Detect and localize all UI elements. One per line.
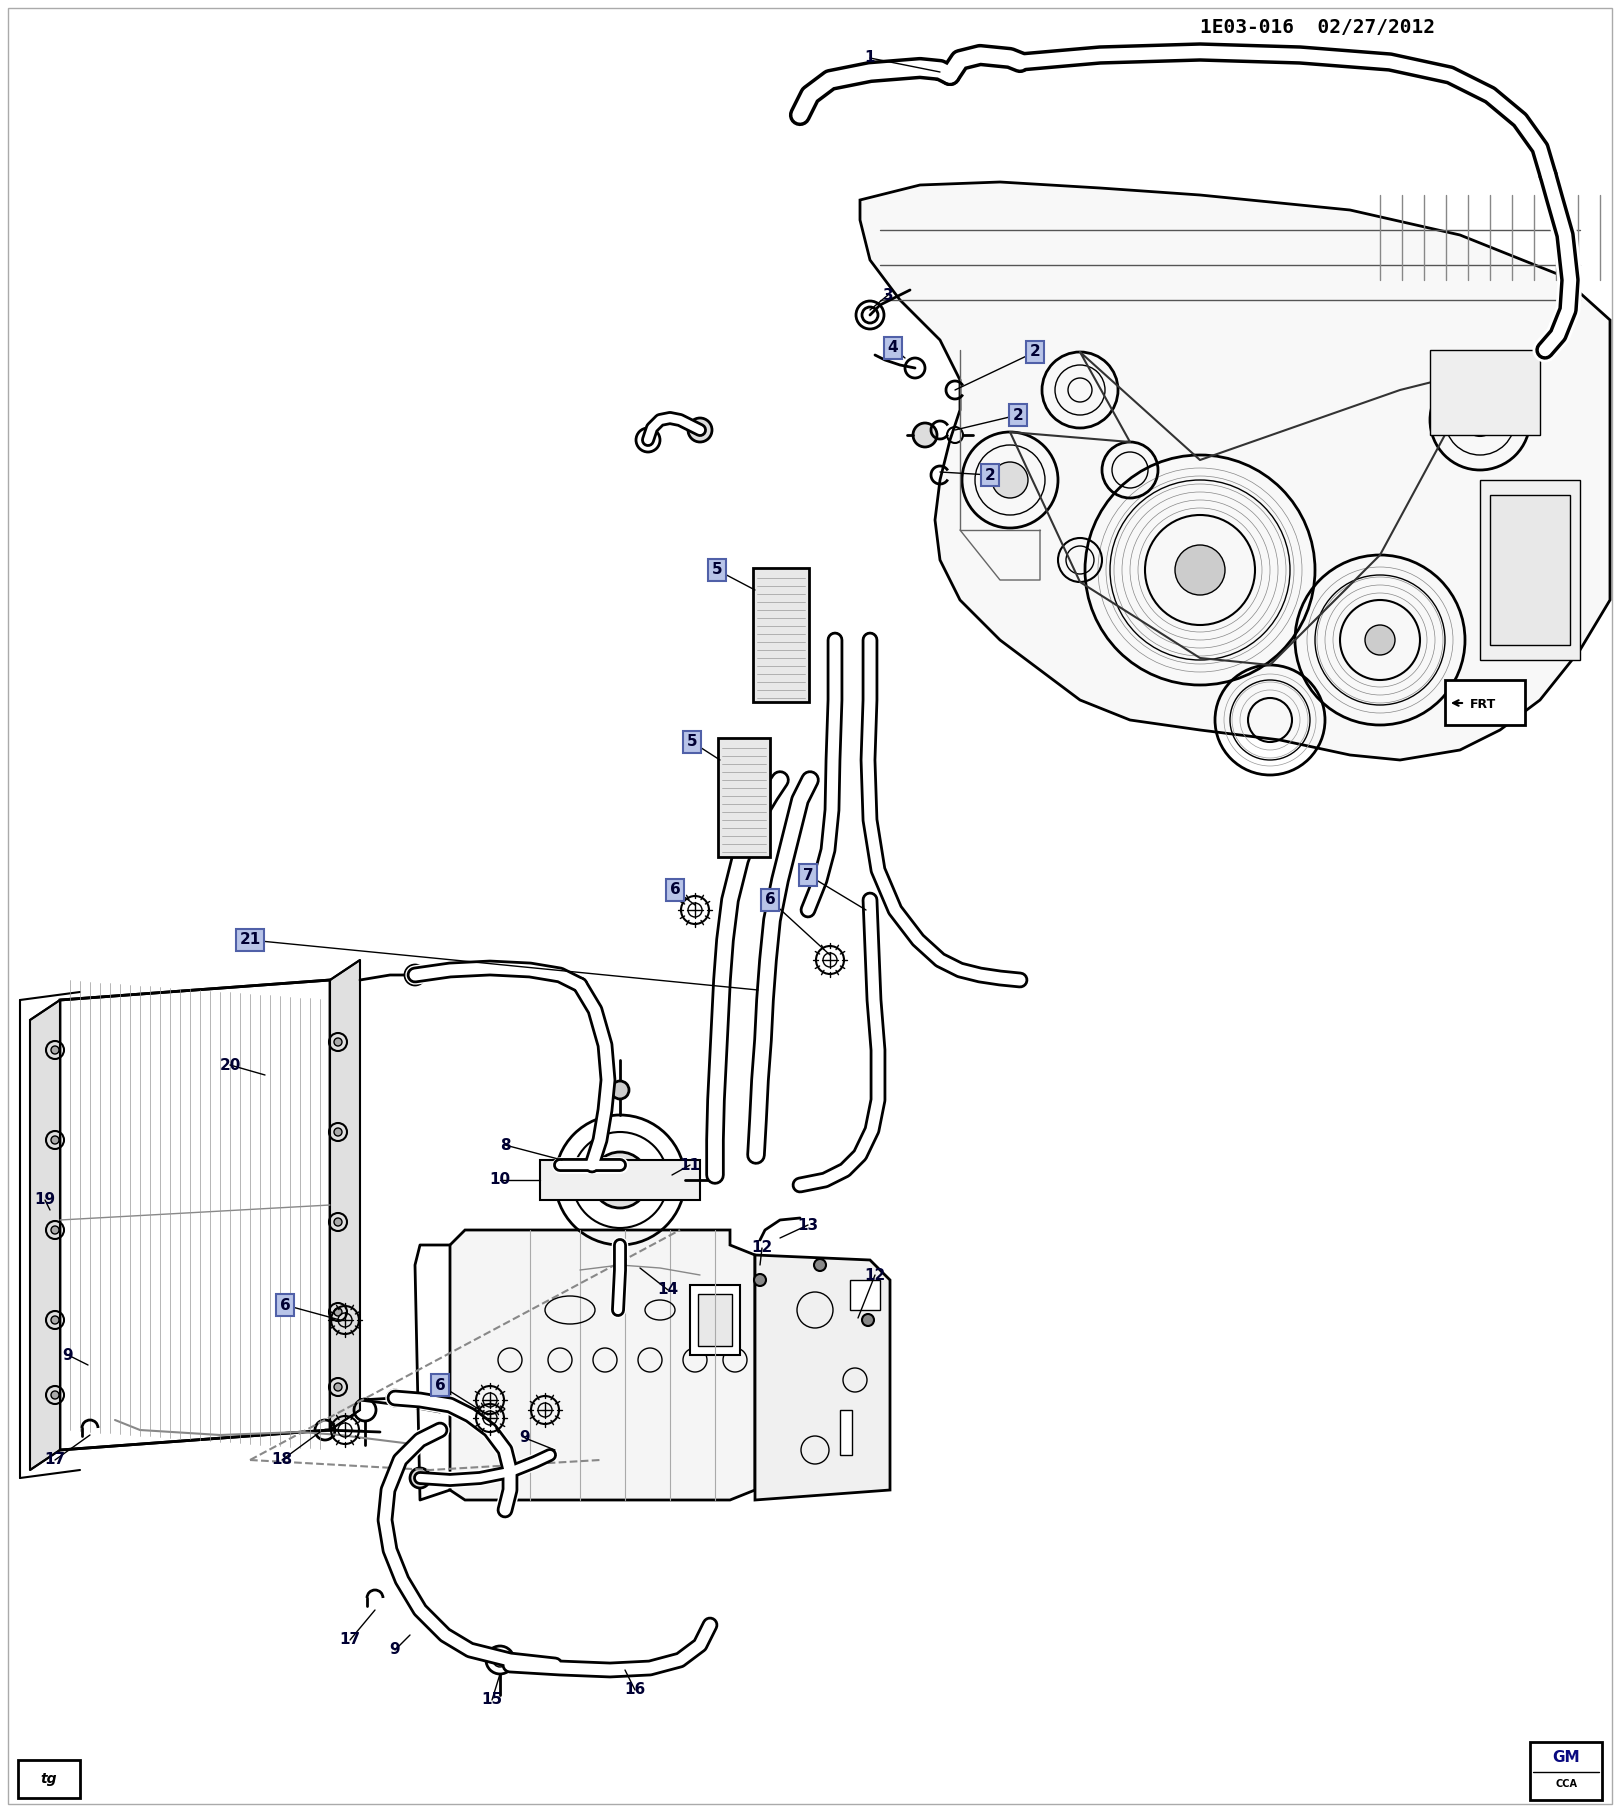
Text: 19: 19 (34, 1192, 55, 1207)
Circle shape (991, 462, 1029, 498)
Circle shape (334, 1218, 342, 1227)
Text: 1E03-016  02/27/2012: 1E03-016 02/27/2012 (1200, 18, 1435, 36)
Text: 6: 6 (434, 1377, 446, 1392)
Text: FRT: FRT (1469, 698, 1497, 712)
Text: 4: 4 (888, 341, 899, 355)
Circle shape (410, 1468, 429, 1488)
Circle shape (334, 1383, 342, 1392)
Circle shape (334, 1308, 342, 1316)
Text: 14: 14 (658, 1283, 679, 1297)
Bar (1490, 495, 1570, 645)
Bar (1430, 350, 1541, 435)
Text: 9: 9 (390, 1642, 400, 1658)
Text: 6: 6 (280, 1297, 290, 1312)
Text: 16: 16 (624, 1683, 646, 1698)
Polygon shape (860, 181, 1610, 759)
Circle shape (492, 1653, 507, 1667)
Circle shape (688, 419, 713, 442)
Text: 7: 7 (802, 868, 813, 882)
Circle shape (50, 1227, 58, 1234)
Text: 3: 3 (883, 288, 893, 303)
Text: 5: 5 (687, 734, 697, 750)
Circle shape (1366, 625, 1395, 654)
Circle shape (334, 1129, 342, 1136)
Text: 6: 6 (669, 882, 680, 897)
Polygon shape (60, 980, 330, 1450)
Bar (18, 1759, 79, 1798)
Bar (539, 1160, 700, 1200)
Circle shape (50, 1136, 58, 1143)
Polygon shape (31, 1000, 60, 1470)
Text: 1: 1 (865, 51, 875, 65)
Polygon shape (330, 960, 360, 1430)
Text: 12: 12 (752, 1241, 773, 1256)
FancyBboxPatch shape (753, 567, 808, 701)
Text: 11: 11 (679, 1158, 700, 1172)
Polygon shape (755, 1256, 889, 1500)
Circle shape (611, 1082, 629, 1100)
Text: 2: 2 (1030, 344, 1040, 359)
Circle shape (941, 67, 957, 83)
Bar (1445, 680, 1524, 725)
Text: 2: 2 (985, 467, 995, 482)
Text: 17: 17 (340, 1633, 361, 1647)
Text: 8: 8 (499, 1138, 510, 1152)
Circle shape (50, 1392, 58, 1399)
Circle shape (50, 1046, 58, 1055)
Bar (1481, 480, 1580, 660)
Text: 18: 18 (272, 1453, 293, 1468)
Bar (1529, 1741, 1602, 1799)
Circle shape (591, 1152, 648, 1209)
Circle shape (50, 1316, 58, 1325)
Text: 21: 21 (240, 933, 261, 948)
Polygon shape (450, 1230, 755, 1500)
Text: 17: 17 (44, 1453, 65, 1468)
Text: 15: 15 (481, 1692, 502, 1707)
Text: CCA: CCA (1555, 1779, 1576, 1788)
Bar (841, 1410, 852, 1455)
Circle shape (753, 1274, 766, 1287)
Text: 9: 9 (520, 1430, 530, 1446)
Text: 5: 5 (711, 562, 723, 578)
Circle shape (914, 422, 936, 448)
Bar (698, 1294, 732, 1346)
Text: 2: 2 (1012, 408, 1024, 422)
Text: 20: 20 (219, 1058, 241, 1073)
Bar (850, 1279, 880, 1310)
Text: 9: 9 (63, 1348, 73, 1363)
Text: 10: 10 (489, 1172, 510, 1187)
Bar (690, 1285, 740, 1355)
Circle shape (1174, 545, 1225, 594)
Text: tg: tg (40, 1772, 57, 1787)
Text: GM: GM (1552, 1750, 1580, 1765)
Circle shape (334, 1038, 342, 1046)
FancyBboxPatch shape (718, 737, 769, 857)
Text: 12: 12 (865, 1268, 886, 1283)
Text: 13: 13 (797, 1218, 818, 1232)
Circle shape (862, 1314, 875, 1326)
Text: 6: 6 (765, 893, 776, 908)
Circle shape (813, 1259, 826, 1270)
